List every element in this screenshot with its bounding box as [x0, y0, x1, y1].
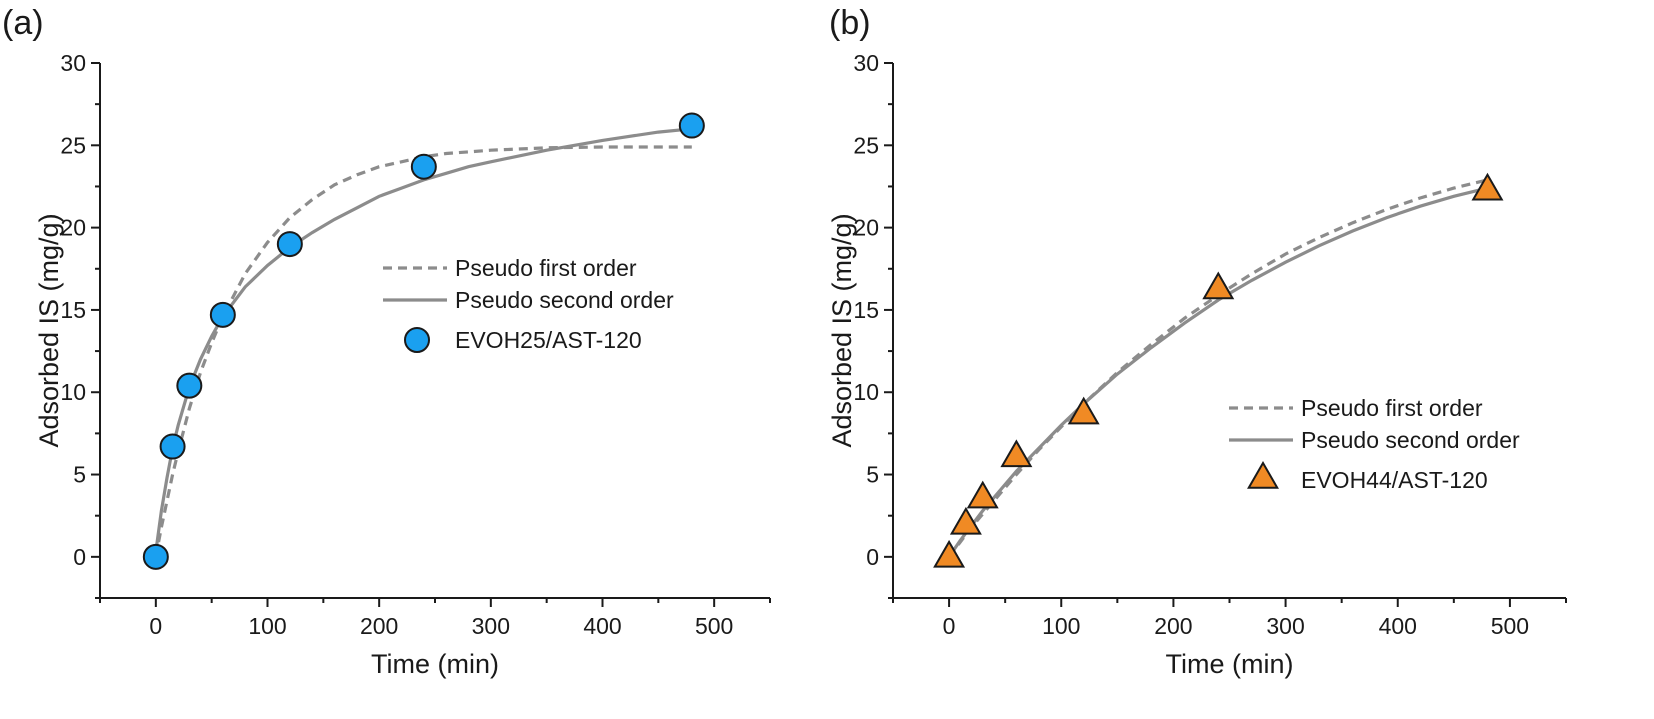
panel-b-svg: (b) 0 100 200 300 400 500 0 5 10 15 20 25 30 Time (min… — [827, 4, 1567, 679]
x-tick-label: 400 — [583, 613, 621, 639]
y-tick-label: 15 — [853, 297, 879, 323]
panel-a-label: (a) — [2, 4, 44, 42]
data-point — [678, 112, 705, 139]
x-tick-label: 400 — [1379, 613, 1417, 639]
legend-label: Pseudo second order — [1301, 427, 1520, 453]
legend-label: Pseudo second order — [455, 287, 674, 313]
x-tick-label: 500 — [1491, 613, 1529, 639]
x-tick-label: 500 — [695, 613, 733, 639]
panel-a-svg: (a) 0 100 200 300 400 500 0 5 10 15 20 25 30 Time (min… — [2, 4, 771, 679]
legend-marker-swatch — [404, 327, 430, 353]
y-tick-label: 5 — [866, 462, 879, 488]
y-tick-label: 15 — [60, 297, 86, 323]
y-tick-label: 0 — [73, 544, 86, 570]
y-tick-label: 10 — [853, 379, 879, 405]
pseudo-first-order-curve — [947, 178, 1488, 558]
pseudo-second-order-curve — [154, 127, 692, 553]
data-point — [1471, 172, 1504, 201]
data-point — [966, 480, 999, 509]
y-tick-label: 20 — [853, 215, 879, 241]
data-point — [276, 231, 303, 258]
data-point — [159, 433, 186, 460]
x-tick-label: 0 — [149, 613, 162, 639]
legend-label: Pseudo first order — [455, 255, 637, 281]
x-axis-title: Time (min) — [1166, 649, 1294, 679]
x-tick-label: 200 — [1154, 613, 1192, 639]
x-tick-label: 100 — [1042, 613, 1080, 639]
panel-b-label: (b) — [829, 4, 871, 42]
y-tick-label: 25 — [60, 132, 86, 158]
x-tick-label: 100 — [248, 613, 286, 639]
x-axis-title: Time (min) — [371, 649, 499, 679]
y-tick-label: 10 — [60, 379, 86, 405]
y-tick-label: 30 — [853, 50, 879, 76]
data-point — [933, 539, 966, 568]
data-point — [1000, 439, 1033, 468]
x-tick-label: 300 — [1266, 613, 1304, 639]
y-tick-label: 20 — [60, 215, 86, 241]
legend-label: Pseudo first order — [1301, 395, 1483, 421]
data-point — [209, 301, 236, 328]
data-point — [142, 543, 169, 570]
y-tick-label: 30 — [60, 50, 86, 76]
y-tick-label: 5 — [73, 462, 86, 488]
legend-label: EVOH44/AST-120 — [1301, 467, 1488, 493]
data-point — [1202, 271, 1235, 300]
data-point — [949, 506, 982, 535]
data-point — [1067, 396, 1100, 425]
x-tick-label: 200 — [360, 613, 398, 639]
x-tick-label: 0 — [943, 613, 956, 639]
y-axis-title: Adsorbed IS (mg/g) — [34, 213, 64, 447]
y-tick-label: 0 — [866, 544, 879, 570]
pseudo-second-order-curve — [947, 186, 1488, 558]
legend-label: EVOH25/AST-120 — [455, 327, 642, 353]
data-point — [176, 372, 203, 399]
y-tick-label: 25 — [853, 132, 879, 158]
legend-marker-swatch — [1247, 460, 1279, 489]
x-tick-label: 300 — [472, 613, 510, 639]
data-point — [410, 153, 437, 180]
y-axis-title: Adsorbed IS (mg/g) — [827, 213, 857, 447]
